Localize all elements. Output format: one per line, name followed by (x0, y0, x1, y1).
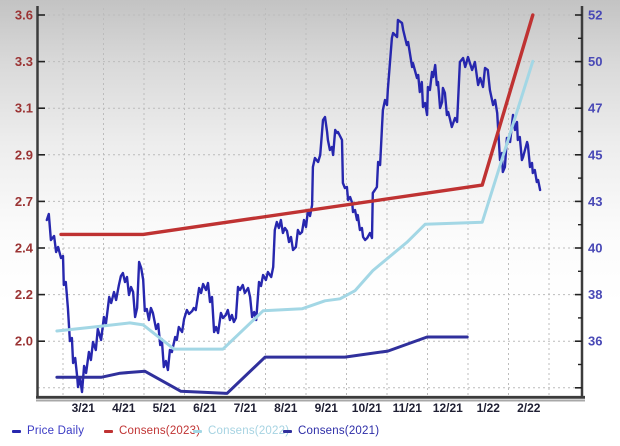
right-axis-label: 45 (588, 147, 602, 162)
x-axis-label: 5/21 (153, 401, 177, 415)
x-axis-label: 7/21 (234, 401, 258, 415)
right-axis-label: 40 (588, 241, 602, 256)
right-axis-label: 52 (588, 8, 602, 23)
price-daily-dash-icon (12, 429, 21, 433)
consens-2023-dash-icon (104, 429, 113, 433)
legend-item-consens-2023: Consens(2023) (104, 423, 200, 439)
legend-label-consens-2023: Consens(2023) (119, 425, 201, 437)
x-axis-label: 6/21 (193, 401, 217, 415)
left-axis-label: 2.4 (15, 241, 34, 256)
left-axis-label: 2.9 (15, 147, 33, 162)
right-axis-label: 50 (588, 54, 602, 69)
x-axis-label: 12/21 (433, 401, 463, 415)
legend-label-consens-2022: Consens(2022) (208, 425, 290, 437)
series-consens-2023 (59, 13, 535, 237)
left-axis-label: 2.2 (15, 287, 33, 302)
x-axis-label: 9/21 (315, 401, 339, 415)
legend: Price Daily Consens(2023) Consens(2022) … (0, 423, 620, 441)
left-axis-label: 3.6 (15, 8, 33, 23)
x-axis-label: 11/21 (393, 401, 423, 415)
series-consens-2022 (55, 59, 535, 351)
series-price-daily (45, 18, 542, 394)
x-axis-label: 10/21 (352, 401, 382, 415)
left-axis-label: 3.3 (15, 54, 33, 69)
x-axis-label: 1/22 (477, 401, 501, 415)
x-axis-label: 3/21 (72, 401, 96, 415)
right-axis-label: 47 (588, 101, 602, 116)
x-axis-label: 8/21 (274, 401, 298, 415)
legend-label-price-daily: Price Daily (27, 425, 85, 437)
legend-label-consens-2021: Consens(2021) (298, 425, 380, 437)
legend-item-price-daily: Price Daily (12, 423, 84, 439)
legend-item-consens-2021: Consens(2021) (283, 423, 379, 439)
left-axis-label: 2.0 (15, 334, 33, 349)
right-axis-label: 43 (588, 194, 602, 209)
left-axis-label: 2.7 (15, 194, 33, 209)
left-axis-label: 3.1 (15, 101, 33, 116)
consens-2021-dash-icon (283, 429, 292, 433)
x-axis-label: 2/22 (517, 401, 541, 415)
consens-2022-dash-icon (193, 429, 202, 433)
series-consens-2021 (55, 335, 469, 395)
legend-item-consens-2022: Consens(2022) (193, 423, 289, 439)
right-axis-label: 36 (588, 334, 602, 349)
right-axis-label: 38 (588, 287, 602, 302)
x-axis-label: 4/21 (112, 401, 136, 415)
